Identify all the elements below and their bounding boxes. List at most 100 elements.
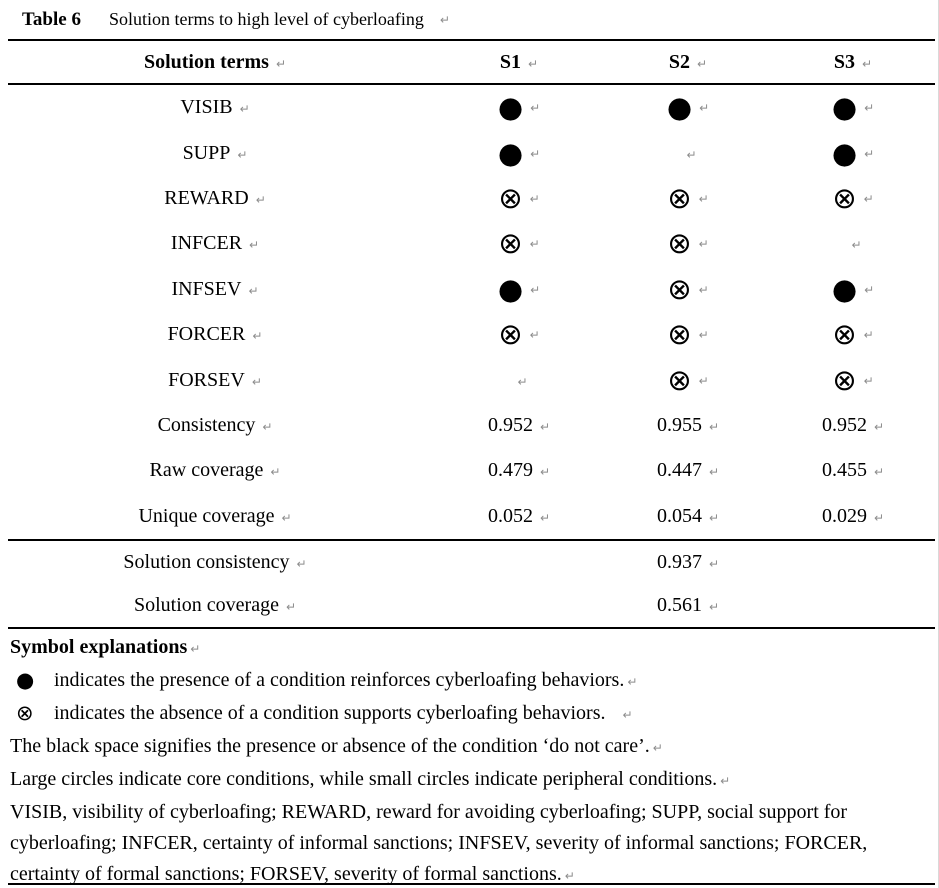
condition-symbol: ● — [831, 135, 858, 170]
condition-symbol: ⊗ — [667, 180, 692, 215]
notes-heading-line: Symbol explanations ↵ — [10, 632, 928, 665]
condition-symbol: ⊗ — [498, 180, 523, 215]
paragraph-mark-icon: ↵ — [251, 374, 262, 389]
paragraph-mark-icon: ↵ — [239, 102, 250, 117]
note-presence: ● indicates the presence of a condition … — [10, 665, 928, 698]
paragraph-mark-icon: ↵ — [873, 419, 885, 434]
table-number: Table 6 — [22, 8, 81, 30]
paragraph-mark-icon: ↵ — [529, 328, 540, 343]
paragraph-mark-icon: ↵ — [697, 56, 708, 71]
table-notes: Symbol explanations ↵ ● indicates the pre… — [0, 629, 938, 888]
row-label-cell: SUPP ↵ — [0, 142, 430, 165]
cell-s3: ● ↵ — [768, 271, 938, 306]
row-label-cell: INFSEV ↵ — [0, 278, 430, 301]
paragraph-mark-icon: ↵ — [864, 146, 875, 161]
cell-s3: 0.952 ↵ — [768, 414, 938, 437]
table-row: SUPP ↵ ● ↵ ↵ ● ↵ — [0, 130, 938, 175]
row-label: Unique coverage — [138, 504, 275, 527]
paragraph-mark-icon: ↵ — [539, 510, 551, 525]
cell-s3: 0.029 ↵ — [768, 505, 938, 528]
paragraph-mark-icon: ↵ — [708, 510, 720, 525]
horizontal-rule-body — [8, 538, 935, 541]
condition-symbol: ⊗ — [667, 271, 692, 306]
cell-s2: ⊗ ↵ — [608, 180, 768, 215]
row-label: Raw coverage — [149, 459, 264, 482]
paragraph-mark-icon: ↵ — [698, 237, 709, 252]
condition-symbol: 0.952 — [487, 413, 533, 436]
paragraph-mark-icon: ↵ — [248, 283, 259, 298]
cell-s3: ↵ — [768, 232, 938, 255]
paragraph-mark-icon: ↵ — [862, 56, 873, 71]
circled-times-icon: ⊗ — [16, 700, 34, 725]
table-row: Unique coverage ↵ 0.052 ↵ 0.054 ↵ 0.029 ↵ — [0, 494, 938, 539]
condition-symbol: ● — [831, 271, 858, 306]
row-label: SUPP — [182, 141, 231, 164]
paragraph-mark-icon: ↵ — [262, 419, 273, 434]
condition-symbol: ⊗ — [667, 317, 692, 352]
paragraph-mark-icon: ↵ — [529, 192, 540, 207]
row-label-cell: Unique coverage ↵ — [0, 505, 430, 528]
paragraph-mark-icon: ↵ — [863, 328, 874, 343]
paragraph-mark-icon: ↵ — [530, 101, 541, 116]
paragraph-mark-icon: ↵ — [622, 707, 633, 722]
paragraph-mark-icon: ↵ — [237, 147, 248, 162]
row-label-cell: FORCER ↵ — [0, 323, 430, 346]
horizontal-rule-bottom — [8, 883, 935, 885]
cell-s1: ⊗ ↵ — [430, 320, 608, 349]
table-summary: Solution consistency ↵ 0.937 ↵ Solution co… — [0, 541, 938, 627]
paragraph-mark-icon: ↵ — [190, 641, 201, 656]
paragraph-mark-icon: ↵ — [708, 556, 720, 571]
cell-s2: ⊗ ↵ — [608, 229, 768, 258]
paragraph-mark-icon: ↵ — [864, 282, 875, 297]
cell-s2: ⊗ ↵ — [608, 271, 768, 306]
note-abbreviations: VISIB, visibility of cyberloafing; REWAR… — [10, 800, 868, 885]
cell-s1: ⊗ ↵ — [430, 229, 608, 258]
paragraph-mark-icon: ↵ — [873, 465, 885, 480]
table-row: INFSEV ↵ ● ↵ ⊗ ↵ ● ↵ — [0, 267, 938, 312]
note-presence-text: indicates the presence of a condition re… — [54, 668, 638, 691]
condition-symbol: ⊗ — [832, 180, 857, 215]
paragraph-mark-icon: ↵ — [275, 56, 287, 71]
row-label-cell: INFCER ↵ — [0, 232, 430, 255]
paragraph-mark-icon: ↵ — [864, 101, 875, 116]
cell-s2: ⊗ ↵ — [608, 365, 768, 395]
cell-s2: 0.447 ↵ — [608, 459, 768, 482]
row-label: Consistency — [157, 413, 256, 436]
paragraph-mark-icon: ↵ — [530, 282, 541, 297]
filled-circle-icon: ● — [16, 667, 35, 692]
paragraph-mark-icon: ↵ — [627, 674, 638, 689]
condition-symbol: 0.447 — [656, 459, 702, 482]
row-label: VISIB — [180, 96, 233, 119]
note-absence: ⊗ indicates the absence of a condition s… — [10, 698, 928, 731]
paragraph-mark-icon: ↵ — [539, 465, 551, 480]
cell-s2: 0.955 ↵ — [608, 414, 768, 437]
cell-s1: 0.052 ↵ — [430, 505, 608, 528]
summary-value: 0.561 — [656, 593, 702, 616]
condition-symbol: ● — [497, 135, 524, 170]
condition-symbol: 0.455 — [821, 459, 867, 482]
row-label-cell: VISIB ↵ — [0, 96, 430, 119]
cell-s1: ● ↵ — [430, 135, 608, 170]
paragraph-mark-icon: ↵ — [708, 465, 720, 480]
note-blank-space: The black space signifies the presence o… — [10, 734, 663, 757]
paragraph-mark-icon: ↵ — [249, 238, 260, 253]
row-label-cell: Consistency ↵ — [0, 414, 430, 437]
condition-symbol: ⊗ — [498, 226, 523, 261]
condition-symbol: ⊗ — [498, 317, 523, 352]
paragraph-mark-icon: ↵ — [270, 465, 281, 480]
condition-symbol: ● — [831, 90, 858, 125]
paragraph-mark-icon: ↵ — [528, 56, 539, 71]
condition-symbol: 0.955 — [656, 413, 702, 436]
paragraph-mark-icon: ↵ — [873, 510, 885, 525]
row-label-cell: REWARD ↵ — [0, 187, 430, 210]
header-s2: S2 ↵ — [668, 50, 708, 73]
table-body: VISIB ↵ ● ↵ ● ↵ ● ↵ SUPP ↵ ● ↵ ↵ ● ↵ REWARD ↵ ⊗ ↵… — [0, 85, 938, 539]
table-title-text: Solution terms to high level of cyberloa… — [108, 9, 424, 29]
cell-s2: ● ↵ — [608, 93, 768, 122]
table-caption: Table 6 Solution terms to high level of … — [0, 0, 938, 39]
cell-s3: ⊗ ↵ — [768, 180, 938, 215]
paragraph-mark-icon: ↵ — [708, 599, 720, 614]
paragraph-mark-icon: ↵ — [517, 374, 528, 389]
paragraph-mark-icon: ↵ — [863, 192, 874, 207]
